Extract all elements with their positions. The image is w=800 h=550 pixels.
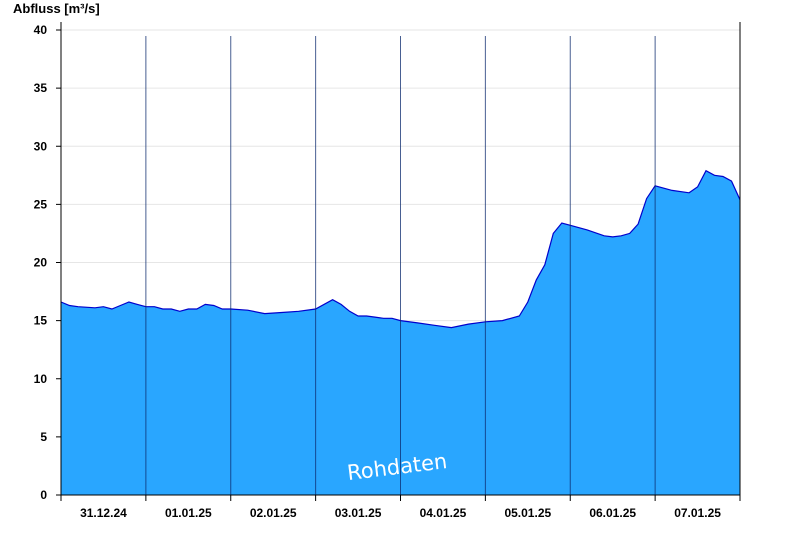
y-tick-labels: 0 5 10 15 20 25 30 35 40 [34, 23, 61, 502]
y-tick-label: 5 [40, 430, 47, 444]
x-tick-label: 31.12.24 [80, 506, 127, 520]
y-tick-label: 20 [34, 256, 48, 270]
x-tick-label: 03.01.25 [335, 506, 382, 520]
y-tick-label: 40 [34, 23, 48, 37]
x-tick-label: 05.01.25 [504, 506, 551, 520]
y-tick-label: 15 [34, 314, 48, 328]
x-tick-label: 07.01.25 [674, 506, 721, 520]
x-tick-label: 01.01.25 [165, 506, 212, 520]
y-axis-label: Abfluss [m³/s] [13, 1, 100, 16]
x-tick-label: 04.01.25 [420, 506, 467, 520]
y-tick-label: 25 [34, 197, 48, 211]
discharge-line [60, 169, 741, 329]
y-tick-label: 0 [40, 488, 47, 502]
x-tick-labels: 31.12.24 01.01.25 02.01.25 03.01.25 04.01.25… [60, 495, 741, 520]
y-tick-label: 35 [34, 81, 48, 95]
y-tick-label: 10 [34, 372, 48, 386]
x-tick-label: 06.01.25 [589, 506, 636, 520]
x-tick-label: 02.01.25 [250, 506, 297, 520]
y-tick-label: 30 [34, 139, 48, 153]
day-separators [145, 36, 656, 495]
